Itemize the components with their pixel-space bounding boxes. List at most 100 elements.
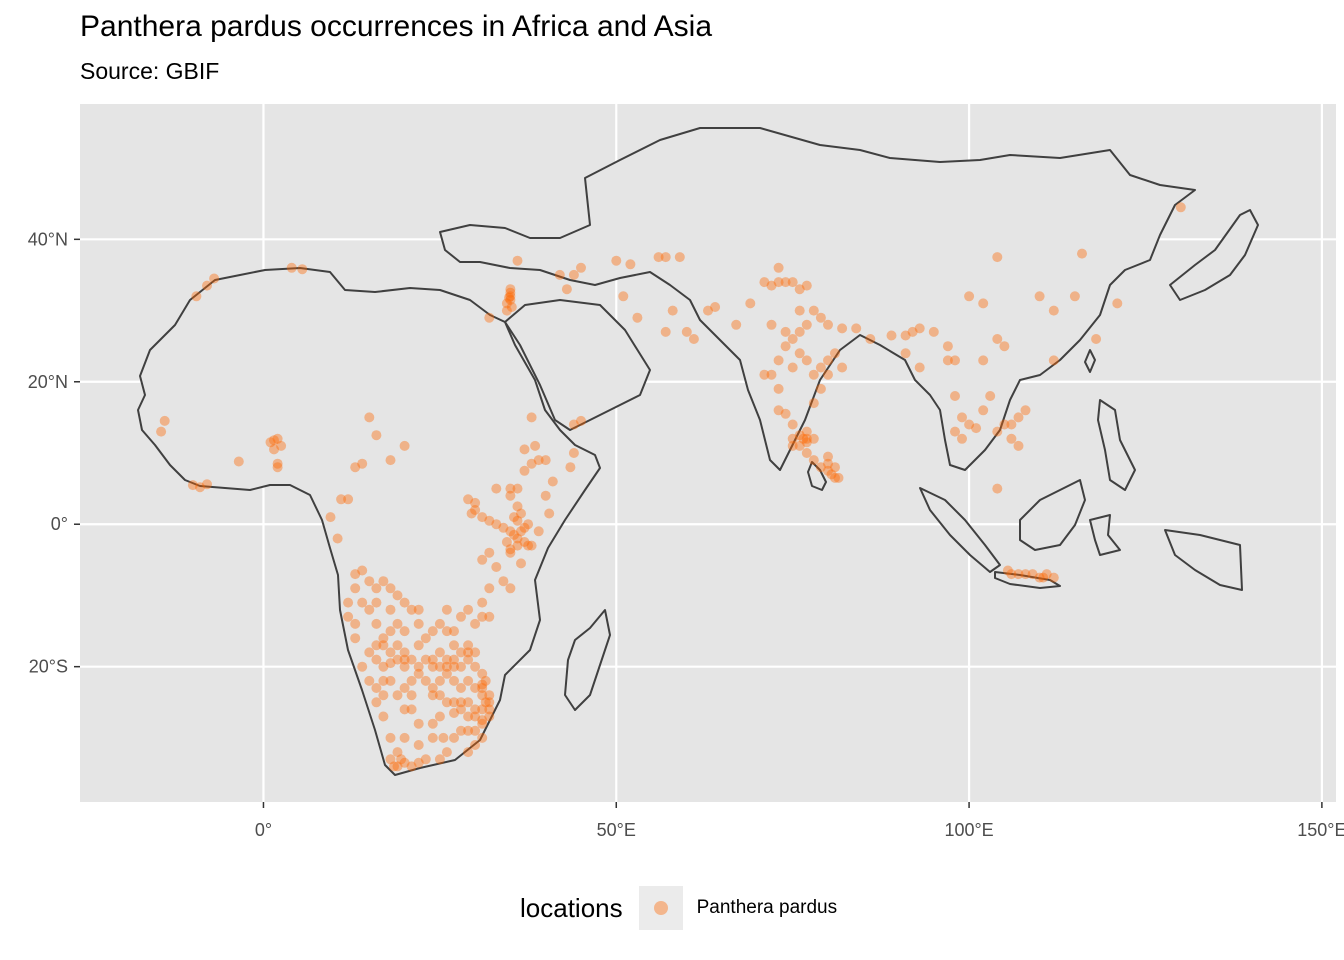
- occurrence-point-112: [364, 647, 375, 658]
- occurrence-point-351: [1038, 572, 1049, 583]
- occurrence-point-322: [964, 419, 975, 430]
- occurrence-point-297: [837, 362, 848, 373]
- occurrence-point-196: [463, 725, 474, 736]
- occurrence-point-20: [336, 494, 347, 505]
- occurrence-point-36: [506, 302, 517, 312]
- occurrence-point-2: [202, 479, 212, 490]
- occurrence-point-74: [540, 490, 551, 501]
- occurrence-point-27: [399, 440, 410, 451]
- occurrence-point-336: [992, 252, 1003, 263]
- occurrence-point-251: [766, 280, 777, 291]
- occurrence-point-239: [653, 252, 664, 263]
- occurrence-point-197: [470, 725, 481, 736]
- occurrence-point-147: [364, 675, 375, 686]
- occurrence-point-71: [519, 444, 530, 455]
- occurrence-point-172: [392, 618, 403, 629]
- occurrence-point-150: [350, 618, 361, 629]
- occurrence-point-254: [780, 277, 791, 288]
- occurrence-point-103: [427, 654, 438, 665]
- tick-label-x-1: 50°E: [597, 820, 636, 840]
- occurrence-point-12: [156, 426, 167, 437]
- axes-layer: 0° 50°E 100°E 150°E 40°N 20°N 0° 20°S: [28, 229, 1344, 840]
- occurrence-point-227: [434, 661, 445, 672]
- occurrence-point-113: [371, 640, 382, 651]
- occurrence-point-173: [378, 633, 389, 644]
- occurrence-point-142: [399, 683, 410, 693]
- occurrence-point-298: [823, 369, 833, 380]
- occurrence-point-193: [438, 732, 449, 743]
- occurrence-point-231: [554, 269, 565, 280]
- occurrence-point-52: [509, 512, 519, 523]
- occurrence-point-330: [1013, 440, 1024, 451]
- occurrence-point-100: [449, 661, 459, 672]
- occurrence-point-345: [1112, 298, 1123, 309]
- occurrence-point-221: [427, 732, 438, 743]
- occurrence-point-238: [632, 312, 643, 323]
- occurrence-point-161: [399, 597, 410, 608]
- legend: locations Panthera pardus: [520, 884, 837, 932]
- occurrence-point-190: [420, 754, 431, 765]
- occurrence-point-101: [441, 654, 452, 665]
- occurrence-point-116: [399, 647, 410, 658]
- occurrence-point-232: [561, 284, 572, 295]
- occurrence-point-217: [484, 697, 495, 708]
- occurrence-point-349: [1027, 569, 1038, 580]
- occurrence-point-154: [350, 569, 361, 580]
- occurrence-point-311: [823, 451, 833, 462]
- legend-title: locations: [520, 892, 623, 923]
- tick-label-y-1: 20°N: [28, 372, 68, 392]
- occurrence-point-41: [477, 512, 488, 523]
- occurrence-point-204: [456, 704, 466, 715]
- tick-label-y-2: 0°: [51, 514, 68, 534]
- occurrence-point-233: [568, 269, 579, 280]
- occurrence-point-183: [385, 754, 396, 765]
- occurrence-point-228: [441, 661, 452, 672]
- occurrence-point-148: [357, 661, 368, 672]
- java-outline: [994, 571, 1061, 589]
- occurrence-point-136: [441, 697, 452, 708]
- occurrence-point-170: [371, 597, 382, 608]
- occurrence-point-266: [823, 319, 833, 330]
- occurrence-point-49: [519, 522, 530, 533]
- occurrence-point-99: [456, 661, 466, 672]
- occurrence-point-323: [971, 423, 982, 434]
- occurrence-point-107: [399, 654, 410, 665]
- occurrence-point-313: [900, 348, 911, 359]
- occurrence-point-123: [456, 647, 466, 658]
- occurrence-point-87: [484, 583, 495, 594]
- legend-key: [638, 886, 683, 930]
- occurrence-point-61: [526, 540, 537, 551]
- occurrence-point-223: [378, 711, 389, 722]
- occurrence-point-28: [484, 312, 495, 323]
- land-layer: [137, 127, 1259, 776]
- occurrence-point-35: [504, 292, 514, 303]
- asia-outline: [439, 127, 1196, 471]
- occurrence-point-84: [491, 562, 502, 572]
- occurrence-point-305: [815, 462, 826, 473]
- occurrence-point-144: [385, 675, 396, 686]
- occurrence-point-290: [808, 433, 819, 444]
- occurrence-point-146: [371, 683, 382, 693]
- sri-lanka-outline: [807, 461, 827, 491]
- occurrence-point-194: [449, 732, 459, 743]
- occurrence-point-310: [823, 458, 833, 469]
- occurrence-point-181: [385, 732, 396, 743]
- occurrence-point-4: [265, 437, 276, 448]
- occurrence-point-354: [1006, 569, 1017, 580]
- occurrence-point-332: [1020, 405, 1031, 416]
- occurrence-point-209: [434, 675, 445, 686]
- occurrence-point-141: [406, 675, 417, 686]
- occurrence-point-230: [512, 255, 523, 266]
- occurrence-point-86: [505, 583, 516, 594]
- occurrence-point-244: [681, 326, 692, 337]
- occurrence-point-79: [576, 415, 586, 426]
- occurrence-point-291: [801, 426, 812, 437]
- occurrence-point-269: [865, 334, 876, 344]
- occurrence-point-304: [773, 355, 784, 366]
- occurrence-point-133: [463, 697, 474, 708]
- occurrence-point-352: [1041, 569, 1052, 580]
- occurrence-point-152: [343, 597, 354, 608]
- tick-label-x-0: 0°: [255, 820, 272, 840]
- occurrence-point-93: [441, 604, 452, 615]
- occurrence-point-178: [406, 704, 417, 715]
